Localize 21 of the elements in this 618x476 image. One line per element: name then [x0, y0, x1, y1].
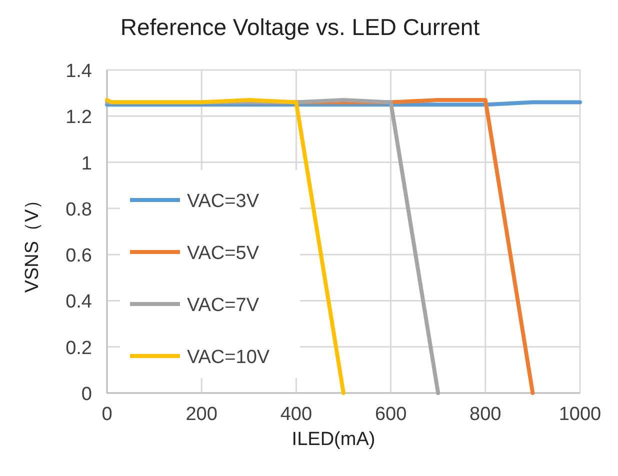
- x-axis-title: ILED(mA): [292, 429, 376, 450]
- x-tick-label: 600: [374, 404, 407, 425]
- y-tick-label: 1.2: [66, 107, 92, 128]
- y-tick-label: 1: [81, 153, 92, 174]
- y-tick-label: 0: [81, 384, 92, 405]
- x-tick-label: 1000: [558, 404, 602, 425]
- y-tick-label: 0.8: [66, 199, 92, 220]
- x-tick-label: 800: [470, 404, 502, 425]
- x-tick-label: 0: [102, 404, 112, 425]
- legend-label: VAC=5V: [187, 243, 260, 264]
- x-tick-label: 200: [186, 404, 218, 425]
- y-axis-title: VSNS（V）: [22, 190, 43, 293]
- legend-label: VAC=3V: [187, 191, 260, 212]
- legend-label: VAC=10V: [187, 347, 270, 368]
- y-tick-label: 1.4: [66, 61, 92, 82]
- legend-label: VAC=7V: [187, 295, 260, 316]
- y-tick-label: 0.2: [66, 338, 92, 359]
- chart-title: Reference Voltage vs. LED Current: [120, 14, 480, 40]
- y-tick-label: 0.4: [66, 292, 92, 313]
- y-tick-label: 0.6: [66, 246, 92, 267]
- x-tick-label: 400: [280, 404, 312, 425]
